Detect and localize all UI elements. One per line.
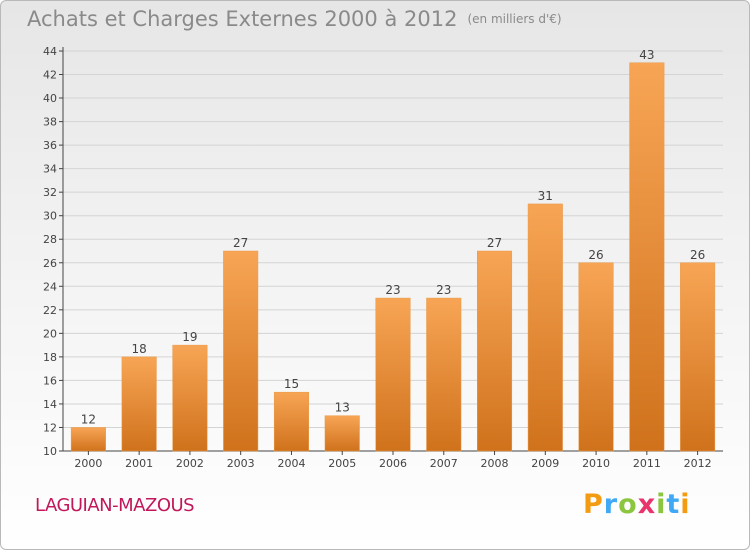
logo-letter: t bbox=[666, 489, 681, 520]
commune-name: LAGUIAN-MAZOUS bbox=[35, 495, 195, 516]
y-tick-label: 22 bbox=[43, 304, 57, 317]
data-label: 26 bbox=[588, 248, 603, 262]
bar bbox=[629, 62, 665, 452]
data-label: 19 bbox=[182, 330, 197, 344]
logo-letter: i bbox=[680, 489, 691, 520]
x-tick-label: 2011 bbox=[633, 457, 661, 470]
y-tick-label: 30 bbox=[43, 210, 57, 223]
data-label: 26 bbox=[690, 248, 705, 262]
logo-letter: i bbox=[656, 489, 667, 520]
x-tick-label: 2002 bbox=[176, 457, 204, 470]
y-tick-label: 14 bbox=[43, 398, 57, 411]
bar bbox=[680, 262, 716, 452]
data-label: 27 bbox=[233, 236, 248, 250]
x-tick-label: 2010 bbox=[582, 457, 610, 470]
x-tick-label: 2008 bbox=[481, 457, 509, 470]
proxiti-logo[interactable]: Proxiti bbox=[583, 489, 691, 520]
bar bbox=[324, 415, 360, 452]
data-label: 15 bbox=[284, 377, 299, 391]
chart-title: Achats et Charges Externes 2000 à 2012 (e… bbox=[27, 7, 562, 31]
x-tick-label: 2004 bbox=[277, 457, 305, 470]
logo-letter: x bbox=[637, 489, 657, 520]
data-label: 23 bbox=[436, 283, 451, 297]
bar bbox=[121, 356, 157, 452]
bar bbox=[426, 297, 462, 452]
data-label: 23 bbox=[385, 283, 400, 297]
data-label: 31 bbox=[538, 189, 553, 203]
x-tick-label: 2009 bbox=[531, 457, 559, 470]
y-tick-label: 12 bbox=[43, 421, 57, 434]
bar bbox=[527, 203, 563, 452]
y-tick-label: 28 bbox=[43, 233, 57, 246]
logo-letter: o bbox=[618, 489, 638, 520]
unit-label: (en milliers d'€) bbox=[467, 12, 562, 26]
y-tick-label: 44 bbox=[43, 45, 57, 58]
bar bbox=[223, 250, 259, 452]
x-tick-label: 2006 bbox=[379, 457, 407, 470]
logo-letter: P bbox=[583, 489, 604, 520]
y-tick-label: 40 bbox=[43, 92, 57, 105]
y-tick-label: 18 bbox=[43, 351, 57, 364]
x-tick-label: 2005 bbox=[328, 457, 356, 470]
y-tick-label: 34 bbox=[43, 163, 57, 176]
data-label: 13 bbox=[335, 401, 350, 415]
bar bbox=[70, 427, 106, 452]
y-tick-label: 42 bbox=[43, 69, 57, 82]
title-text: Achats et Charges Externes 2000 à 2012 bbox=[27, 7, 458, 31]
x-tick-label: 2003 bbox=[227, 457, 255, 470]
y-tick-label: 36 bbox=[43, 139, 57, 152]
bar bbox=[477, 250, 513, 452]
x-tick-label: 2000 bbox=[74, 457, 102, 470]
bar bbox=[273, 391, 309, 452]
x-tick-label: 2012 bbox=[684, 457, 712, 470]
x-tick-label: 2007 bbox=[430, 457, 458, 470]
logo-letter: r bbox=[603, 489, 619, 520]
data-label: 12 bbox=[81, 412, 96, 426]
y-tick-label: 10 bbox=[43, 445, 57, 458]
bar bbox=[375, 297, 411, 452]
data-label: 27 bbox=[487, 236, 502, 250]
y-tick-label: 38 bbox=[43, 116, 57, 129]
x-tick-label: 2001 bbox=[125, 457, 153, 470]
y-tick-label: 24 bbox=[43, 280, 57, 293]
y-tick-label: 32 bbox=[43, 186, 57, 199]
bar bbox=[172, 344, 208, 452]
data-label: 18 bbox=[132, 342, 147, 356]
bar bbox=[578, 262, 614, 452]
y-tick-label: 20 bbox=[43, 327, 57, 340]
data-label: 43 bbox=[639, 48, 654, 62]
y-tick-label: 16 bbox=[43, 374, 57, 387]
y-tick-label: 26 bbox=[43, 257, 57, 270]
